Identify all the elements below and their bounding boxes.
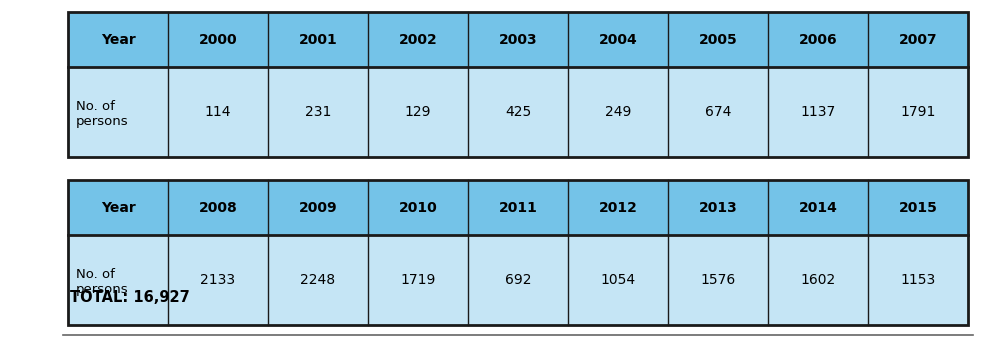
Text: 2001: 2001: [299, 32, 337, 47]
Text: 1054: 1054: [600, 273, 636, 287]
Text: 2012: 2012: [599, 200, 637, 214]
Bar: [68, 12, 968, 157]
Text: 2008: 2008: [199, 200, 237, 214]
Bar: [68, 180, 968, 325]
Text: 2007: 2007: [899, 32, 937, 47]
Text: 1137: 1137: [800, 105, 836, 119]
Text: 2004: 2004: [599, 32, 637, 47]
Text: No. of: No. of: [76, 100, 115, 112]
Text: 2014: 2014: [799, 200, 837, 214]
Text: 1602: 1602: [800, 273, 836, 287]
Text: 425: 425: [505, 105, 531, 119]
Text: 2006: 2006: [799, 32, 837, 47]
Text: 2011: 2011: [499, 200, 537, 214]
Text: No. of: No. of: [76, 268, 115, 280]
Text: Year: Year: [101, 200, 135, 214]
Text: 2005: 2005: [699, 32, 737, 47]
Text: TOTAL: 16,927: TOTAL: 16,927: [70, 291, 190, 306]
Text: 2010: 2010: [399, 200, 437, 214]
Text: 2003: 2003: [499, 32, 537, 47]
Text: 1153: 1153: [900, 273, 936, 287]
Text: 2002: 2002: [399, 32, 437, 47]
Bar: [68, 180, 968, 235]
Text: 231: 231: [305, 105, 331, 119]
Text: 1719: 1719: [400, 273, 436, 287]
Text: 249: 249: [605, 105, 631, 119]
Bar: [68, 235, 968, 325]
Text: 2000: 2000: [199, 32, 237, 47]
Text: 692: 692: [505, 273, 531, 287]
Text: 129: 129: [405, 105, 431, 119]
Text: 2248: 2248: [300, 273, 336, 287]
Text: 2133: 2133: [200, 273, 236, 287]
Text: 2009: 2009: [299, 200, 337, 214]
Text: 2013: 2013: [699, 200, 737, 214]
Text: 674: 674: [705, 105, 731, 119]
Text: persons: persons: [76, 284, 129, 296]
Text: 1791: 1791: [900, 105, 936, 119]
Bar: [68, 67, 968, 157]
Text: 2015: 2015: [899, 200, 937, 214]
Bar: [68, 12, 968, 67]
Text: Year: Year: [101, 32, 135, 47]
Text: 1576: 1576: [700, 273, 736, 287]
Text: persons: persons: [76, 116, 129, 128]
Text: 114: 114: [205, 105, 231, 119]
